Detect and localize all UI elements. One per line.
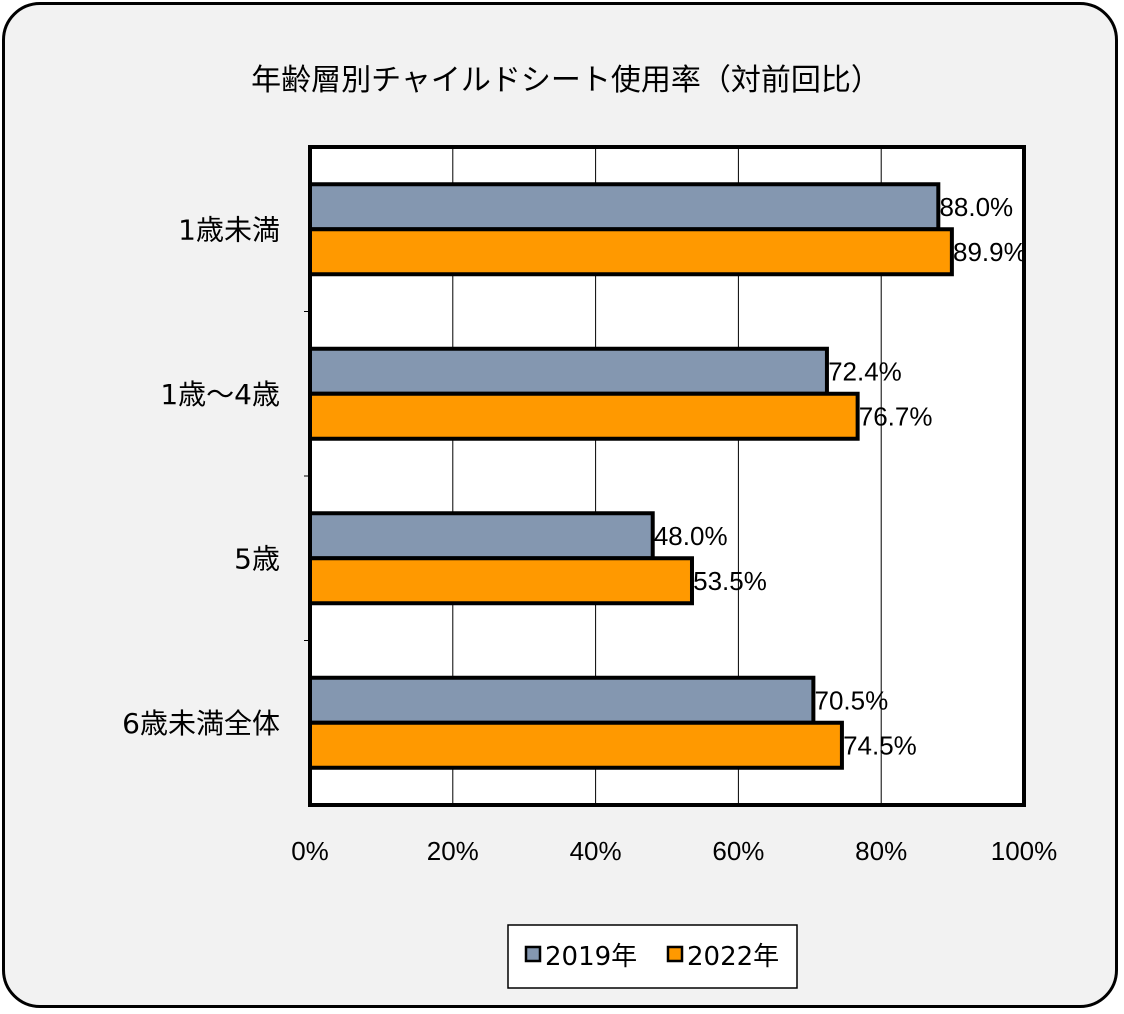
data-label: 89.9% — [953, 237, 1027, 267]
data-label: 48.0% — [654, 521, 728, 551]
bars — [308, 182, 954, 770]
bar — [308, 346, 829, 396]
bar — [308, 182, 941, 232]
category-label: 6歳未満全体 — [122, 707, 280, 740]
category-label: 1歳未満 — [178, 213, 280, 246]
x-tick-label: 100% — [991, 836, 1058, 866]
plot-border — [308, 145, 1026, 807]
data-label: 70.5% — [815, 685, 889, 715]
x-tick-label: 20% — [427, 836, 479, 866]
legend: 2019年 2022年 — [507, 924, 798, 989]
data-label: 74.5% — [843, 730, 917, 760]
bar — [308, 675, 816, 725]
legend-label-2022: 2022年 — [687, 942, 779, 972]
bar — [308, 391, 860, 441]
data-label: 53.5% — [693, 566, 767, 596]
legend-swatch-2019 — [524, 945, 542, 963]
category-label: 5歳 — [234, 542, 280, 575]
x-tick-label: 0% — [291, 836, 329, 866]
legend-label-2019: 2019年 — [545, 942, 637, 972]
data-label: 72.4% — [828, 356, 902, 386]
axes: 1歳未満 1歳～4歳 5歳 6歳未満全体 0% 20% 40% 60% 80% 100% — [122, 145, 1058, 866]
data-labels: 88.0% 89.9% 72.4% 76.7% 48.0% 53.5% 70.5% 74.5% — [654, 192, 1027, 761]
category-label: 1歳～4歳 — [160, 378, 280, 411]
legend-swatch-2022 — [666, 945, 684, 963]
bar — [308, 227, 954, 277]
legend-box — [507, 924, 798, 989]
bar — [308, 511, 655, 561]
data-label: 88.0% — [939, 192, 1013, 222]
bar — [308, 720, 844, 770]
x-tick-label: 60% — [712, 836, 764, 866]
x-tick-label: 40% — [570, 836, 622, 866]
chart-title: 年齢層別チャイルドシート使用率（対前回比） — [251, 63, 881, 98]
data-label: 76.7% — [859, 401, 933, 431]
x-tick-label: 80% — [855, 836, 907, 866]
bar — [308, 556, 694, 606]
